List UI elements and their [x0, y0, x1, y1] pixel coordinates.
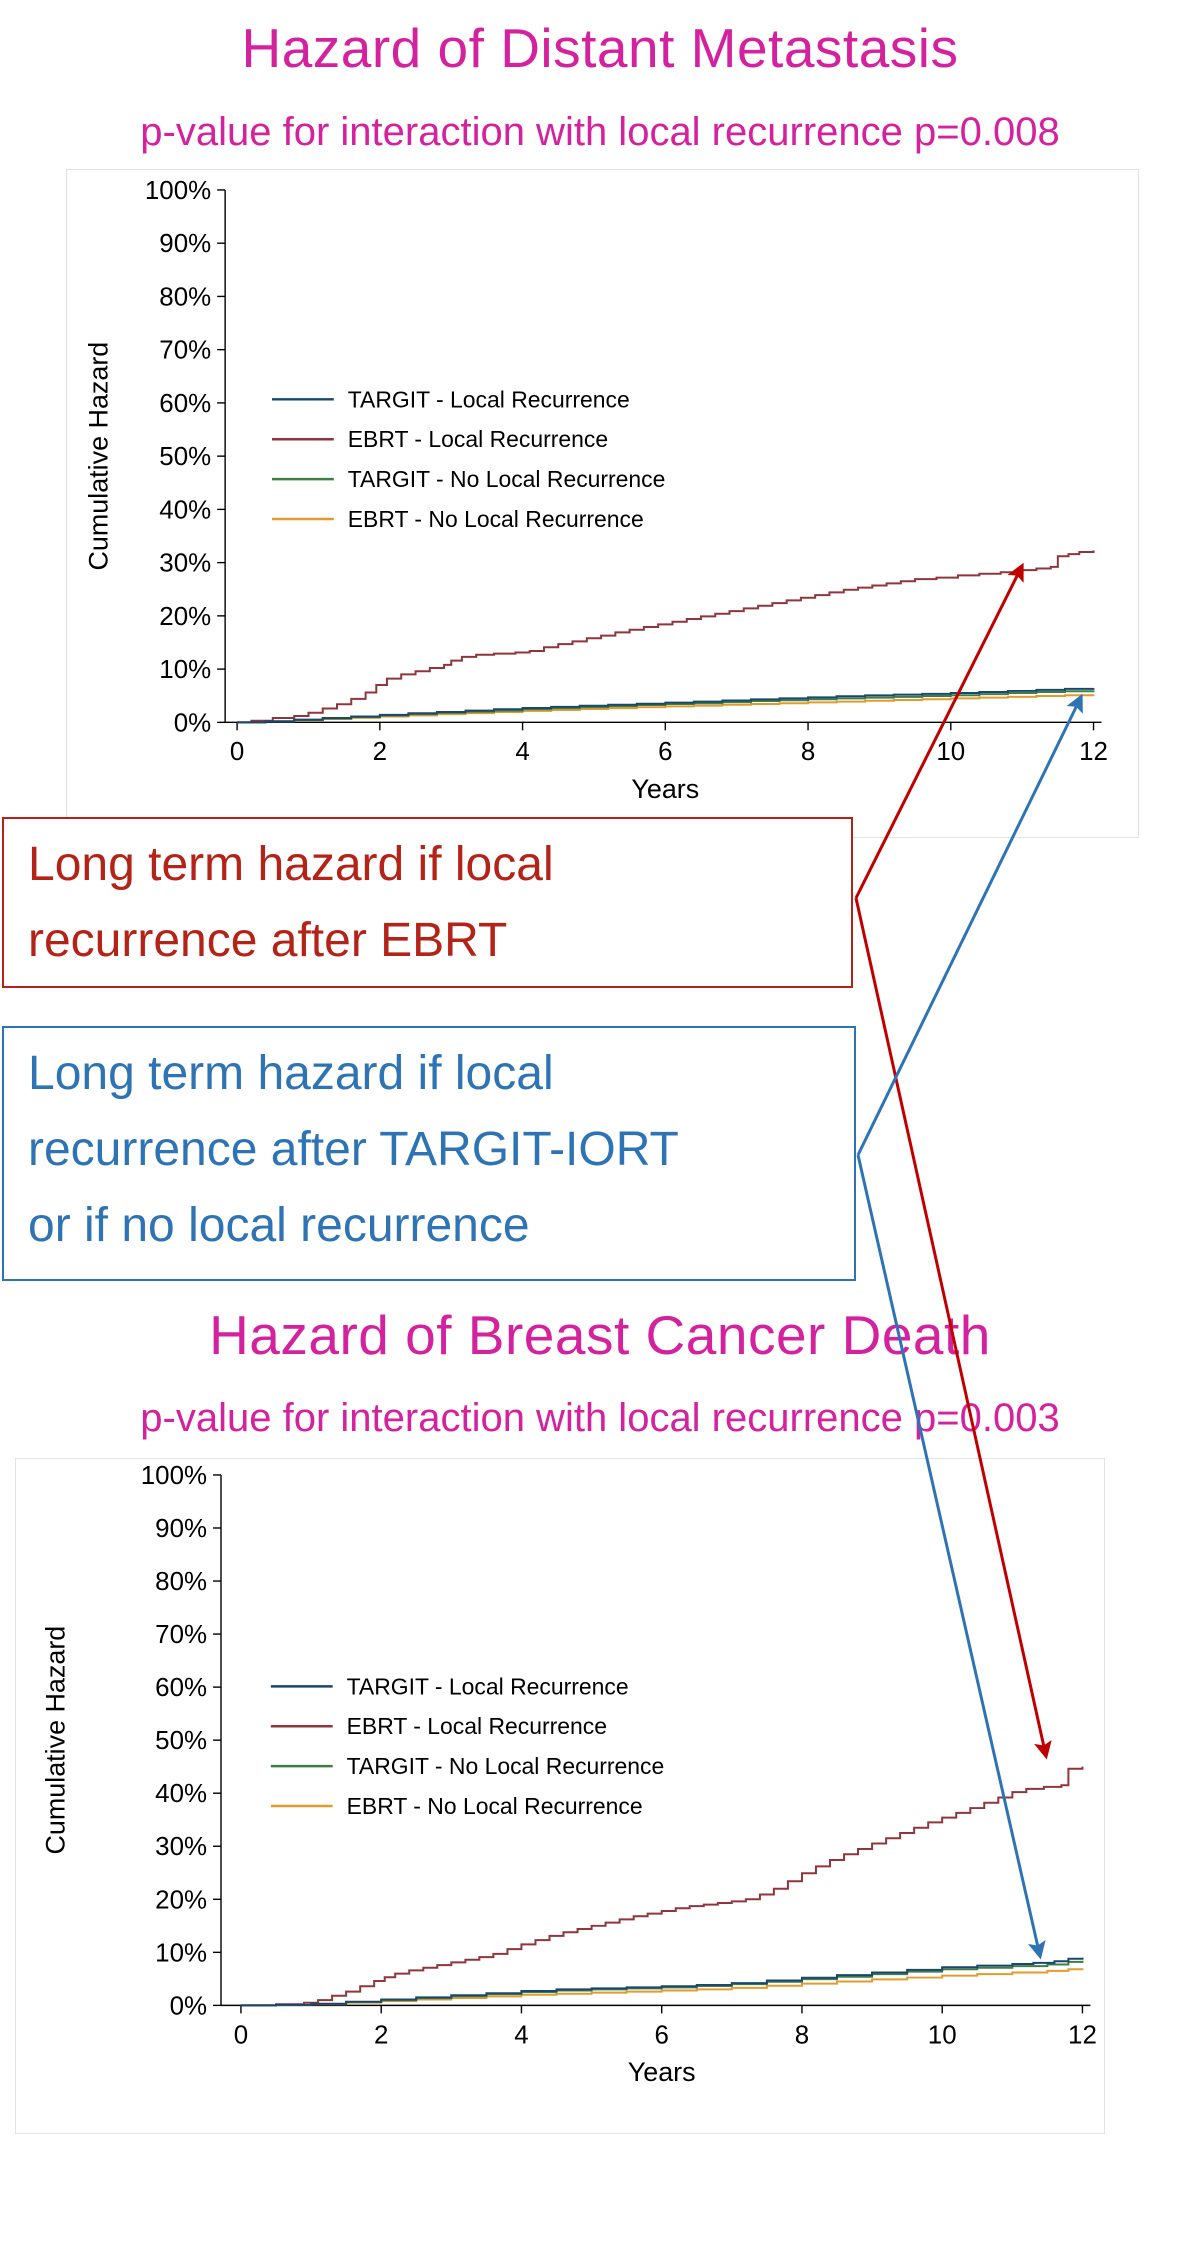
y-axis-label: Cumulative Hazard: [83, 342, 113, 571]
svg-text:12: 12: [1079, 738, 1108, 766]
svg-text:100%: 100%: [141, 1462, 207, 1490]
axes: [217, 189, 1102, 731]
svg-text:80%: 80%: [155, 1568, 207, 1596]
svg-text:100%: 100%: [145, 177, 211, 205]
svg-text:8: 8: [801, 738, 815, 766]
svg-text:90%: 90%: [159, 230, 211, 258]
svg-text:10: 10: [928, 2021, 957, 2049]
svg-text:0%: 0%: [170, 1992, 207, 2020]
distant-metastasis-chart: 0% 10% 20% 30% 40% 50% 60% 70% 80% 90% 100% 0 2 4 6 8 10…: [83, 177, 1108, 804]
legend-label: EBRT - No Local Recurrence: [347, 1793, 643, 1819]
svg-text:2: 2: [373, 738, 387, 766]
legend-label: EBRT - Local Recurrence: [348, 426, 608, 452]
legend-label: EBRT - No Local Recurrence: [348, 506, 644, 532]
legend-label: TARGIT - Local Recurrence: [347, 1673, 629, 1699]
svg-text:4: 4: [515, 738, 529, 766]
chart1-subtitle: p-value for interaction with local recur…: [140, 110, 1060, 154]
svg-text:10%: 10%: [159, 656, 211, 684]
svg-text:80%: 80%: [159, 283, 211, 311]
legend: TARGIT - Local Recurrence EBRT - Local Re…: [271, 386, 666, 532]
svg-text:50%: 50%: [155, 1727, 207, 1755]
breast-cancer-death-chart: 0% 10% 20% 30% 40% 50% 60% 70% 80% 90% 100% 0 2 4 6 8 10…: [40, 1462, 1097, 2087]
legend-label: TARGIT - No Local Recurrence: [348, 466, 666, 492]
series-line: [237, 550, 1095, 724]
legend-label: TARGIT - No Local Recurrence: [347, 1753, 665, 1779]
tick-labels: 0% 10% 20% 30% 40% 50% 60% 70% 80% 90% 100% 0 2 4 6 8 10…: [141, 1462, 1097, 2049]
chart1-title: Hazard of Distant Metastasis: [241, 17, 959, 79]
svg-text:8: 8: [795, 2021, 809, 2049]
svg-text:70%: 70%: [159, 337, 211, 365]
distant-metastasis-chart-frame: 0% 10% 20% 30% 40% 50% 60% 70% 80% 90% 100% 0 2 4 6 8 10…: [66, 169, 1139, 838]
svg-text:6: 6: [658, 738, 672, 766]
breast-cancer-death-chart-frame: 0% 10% 20% 30% 40% 50% 60% 70% 80% 90% 100% 0 2 4 6 8 10…: [15, 1458, 1105, 2134]
svg-text:12: 12: [1068, 2021, 1097, 2049]
legend-label: TARGIT - Local Recurrence: [348, 386, 630, 412]
svg-text:6: 6: [654, 2021, 668, 2049]
svg-text:40%: 40%: [159, 496, 211, 524]
svg-text:50%: 50%: [159, 443, 211, 471]
chart2-subtitle: p-value for interaction with local recur…: [140, 1396, 1060, 1440]
legend: TARGIT - Local Recurrence EBRT - Local Re…: [270, 1673, 665, 1819]
chart2-title: Hazard of Breast Cancer Death: [209, 1304, 991, 1366]
x-axis-label: Years: [628, 2057, 696, 2087]
tick-labels: 0% 10% 20% 30% 40% 50% 60% 70% 80% 90% 100% 0 2 4 6 8 10…: [145, 177, 1108, 766]
callout-ebrt-text: Long term hazard if local recurrence aft…: [28, 838, 554, 967]
svg-text:30%: 30%: [159, 550, 211, 578]
svg-text:90%: 90%: [155, 1515, 207, 1543]
axes: [213, 1474, 1091, 2014]
svg-text:60%: 60%: [159, 390, 211, 418]
svg-text:0%: 0%: [174, 709, 211, 737]
svg-text:60%: 60%: [155, 1674, 207, 1702]
svg-text:20%: 20%: [159, 603, 211, 631]
svg-text:70%: 70%: [155, 1621, 207, 1649]
svg-text:0: 0: [230, 738, 244, 766]
svg-text:4: 4: [514, 2021, 528, 2049]
svg-text:10%: 10%: [155, 1939, 207, 1967]
series-line: [240, 1957, 1084, 2007]
svg-text:0: 0: [234, 2021, 248, 2049]
svg-text:20%: 20%: [155, 1886, 207, 1914]
x-axis-label: Years: [631, 774, 699, 804]
svg-text:10: 10: [936, 738, 965, 766]
y-axis-label: Cumulative Hazard: [40, 1626, 70, 1855]
svg-text:30%: 30%: [155, 1833, 207, 1861]
callout-ebrt-local-recurrence: Long term hazard if local recurrence aft…: [2, 817, 853, 988]
callout-targit-text: Long term hazard if local recurrence aft…: [28, 1047, 679, 1252]
callout-targit-local-recurrence: Long term hazard if local recurrence aft…: [2, 1026, 856, 1281]
svg-text:40%: 40%: [155, 1780, 207, 1808]
legend-label: EBRT - Local Recurrence: [347, 1713, 607, 1739]
svg-text:2: 2: [374, 2021, 388, 2049]
